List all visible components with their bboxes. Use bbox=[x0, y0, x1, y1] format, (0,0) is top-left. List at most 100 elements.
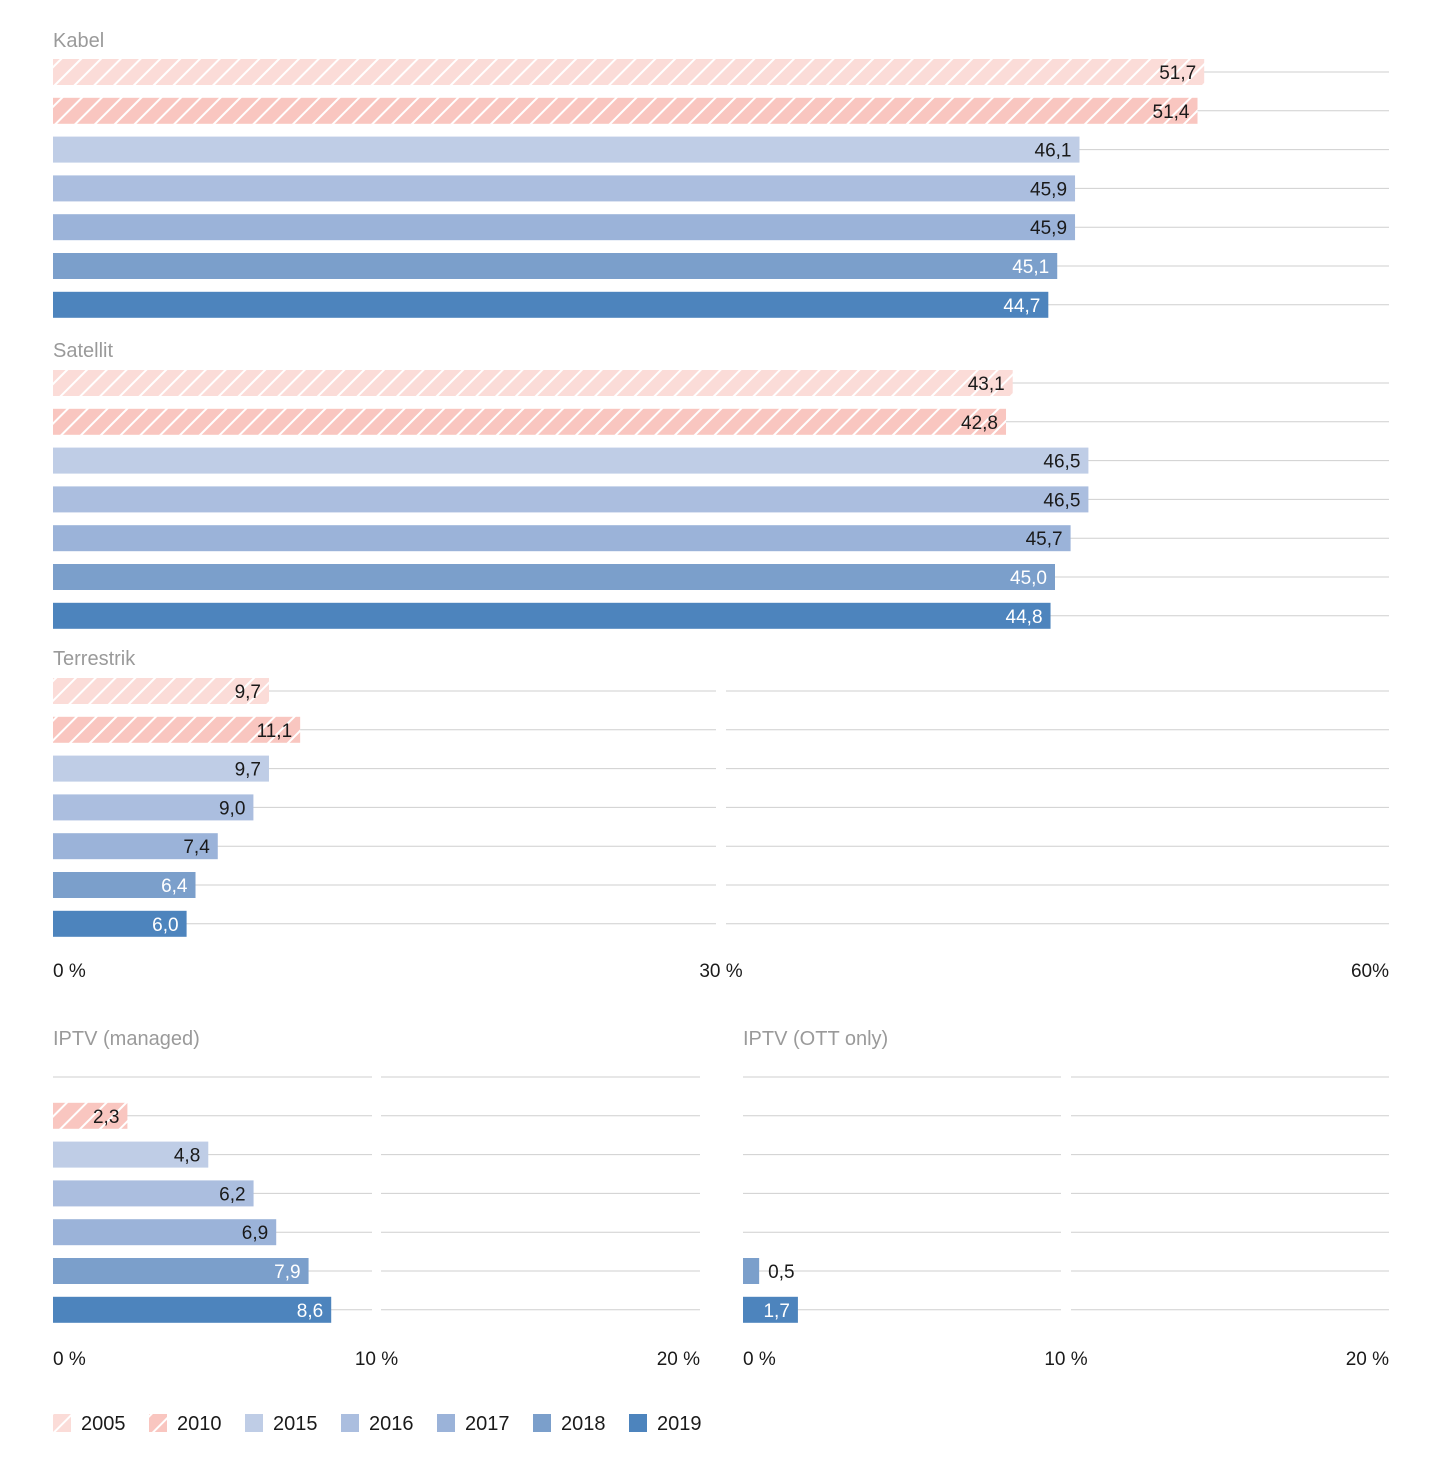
bar-satellit-2016 bbox=[53, 486, 1089, 513]
bar-satellit-2010 bbox=[53, 408, 1007, 435]
value-label-terrestrik-2015: 9,7 bbox=[235, 760, 261, 781]
bar-satellit-2015 bbox=[53, 447, 1089, 474]
bar-iptv-ott-only-2019 bbox=[743, 1296, 798, 1323]
x-axis-bottom-left: 0 % 10 % 20 % bbox=[53, 1349, 700, 1370]
panel-iptv-ott-only: IPTV (OTT only) 0,5 1,7 bbox=[743, 1028, 1389, 1323]
x-axis-top: 0 % 30 % 60% bbox=[53, 961, 1389, 982]
value-label-terrestrik-2010: 11,1 bbox=[257, 721, 293, 742]
bar-kabel-2016 bbox=[53, 175, 1076, 202]
legend-item-2010: 2010 bbox=[149, 1413, 222, 1435]
tick-label: 60% bbox=[1351, 961, 1389, 982]
panel-title-terrestrik: Terrestrik bbox=[53, 648, 136, 670]
bar-kabel-2018 bbox=[53, 253, 1058, 279]
tick-label: 10 % bbox=[355, 1349, 398, 1370]
value-label-kabel-2016: 45,9 bbox=[1030, 179, 1067, 200]
value-label-kabel-2010: 51,4 bbox=[1153, 102, 1190, 123]
bar-terrestrik-2005 bbox=[53, 678, 269, 704]
bar-kabel-2015 bbox=[53, 136, 1080, 163]
legend-swatch-2010 bbox=[149, 1414, 167, 1432]
panel-kabel: Kabel 51,7 51,4 46,1 45,9 45,9 45,1 44,7 bbox=[53, 30, 1389, 318]
legend-item-2015: 2015 bbox=[245, 1413, 318, 1435]
legend-swatch-2018 bbox=[533, 1414, 551, 1432]
bar-kabel-2005 bbox=[53, 59, 1205, 85]
legend-swatch-2019 bbox=[629, 1414, 647, 1432]
legend-label-2005: 2005 bbox=[81, 1413, 126, 1435]
panel-iptv-managed: IPTV (managed) 2,3 4,8 6,2 6,9 7,9 8,6 bbox=[53, 1028, 700, 1323]
bar-terrestrik-2018 bbox=[53, 872, 196, 898]
bar-terrestrik-2016 bbox=[53, 794, 254, 821]
value-label-iptv-managed-2019: 8,6 bbox=[297, 1301, 323, 1322]
tick-label: 30 % bbox=[699, 961, 742, 982]
bar-satellit-2018 bbox=[53, 564, 1055, 590]
legend-label-2017: 2017 bbox=[465, 1413, 510, 1435]
tick-label: 0 % bbox=[53, 961, 86, 982]
x-axis-bottom-right: 0 % 10 % 20 % bbox=[743, 1349, 1389, 1370]
legend-label-2010: 2010 bbox=[177, 1413, 222, 1435]
legend-item-2005: 2005 bbox=[53, 1413, 126, 1435]
legend-label-2016: 2016 bbox=[369, 1413, 414, 1435]
legend-item-2017: 2017 bbox=[437, 1413, 510, 1435]
value-label-iptv-managed-2010: 2,3 bbox=[93, 1107, 119, 1128]
value-label-kabel-2005: 51,7 bbox=[1159, 63, 1196, 84]
bar-satellit-2019 bbox=[53, 602, 1051, 629]
value-label-kabel-2015: 46,1 bbox=[1035, 141, 1072, 162]
bar-kabel-2010 bbox=[53, 97, 1198, 124]
value-label-iptv-managed-2016: 6,2 bbox=[219, 1184, 245, 1205]
value-label-terrestrik-2018: 6,4 bbox=[161, 876, 188, 897]
value-label-iptv-managed-2017: 6,9 bbox=[242, 1223, 268, 1244]
value-label-terrestrik-2017: 7,4 bbox=[183, 837, 210, 858]
bar-iptv-managed-2016 bbox=[53, 1180, 254, 1207]
value-label-terrestrik-2019: 6,0 bbox=[152, 915, 178, 936]
tick-label: 20 % bbox=[657, 1349, 700, 1370]
bar-iptv-managed-2019 bbox=[53, 1296, 332, 1323]
bar-iptv-managed-2018 bbox=[53, 1258, 309, 1284]
bar-kabel-2019 bbox=[53, 291, 1049, 318]
tick-label: 10 % bbox=[1044, 1349, 1087, 1370]
legend-swatch-2017 bbox=[437, 1414, 455, 1432]
legend-label-2018: 2018 bbox=[561, 1413, 606, 1435]
legend-item-2018: 2018 bbox=[533, 1413, 606, 1435]
panel-title-iptv-ott-only: IPTV (OTT only) bbox=[743, 1028, 888, 1050]
bar-satellit-2005 bbox=[53, 370, 1013, 396]
legend: 2005 2010 2015 2016 2017 2018 2019 bbox=[53, 1413, 702, 1435]
bar-terrestrik-2017 bbox=[53, 833, 218, 860]
value-label-satellit-2017: 45,7 bbox=[1026, 529, 1063, 550]
bar-iptv-managed-2015 bbox=[53, 1141, 209, 1168]
legend-swatch-2016 bbox=[341, 1414, 359, 1432]
value-label-satellit-2005: 43,1 bbox=[968, 374, 1005, 395]
legend-label-2019: 2019 bbox=[657, 1413, 702, 1435]
value-label-terrestrik-2016: 9,0 bbox=[219, 798, 245, 819]
value-label-satellit-2015: 46,5 bbox=[1043, 452, 1080, 473]
panel-title-satellit: Satellit bbox=[53, 340, 113, 362]
bar-terrestrik-2010 bbox=[53, 716, 301, 743]
panel-terrestrik: Terrestrik 9,7 11,1 9,7 9,0 7,4 6,4 6,0 bbox=[53, 648, 1389, 937]
value-label-satellit-2016: 46,5 bbox=[1043, 490, 1080, 511]
value-label-satellit-2018: 45,0 bbox=[1010, 568, 1047, 589]
panel-satellit: Satellit 43,1 42,8 46,5 46,5 45,7 45,0 44,8 bbox=[53, 340, 1389, 629]
legend-item-2016: 2016 bbox=[341, 1413, 414, 1435]
value-label-kabel-2018: 45,1 bbox=[1012, 257, 1049, 278]
legend-label-2015: 2015 bbox=[273, 1413, 318, 1435]
value-label-satellit-2010: 42,8 bbox=[961, 413, 998, 434]
value-label-kabel-2017: 45,9 bbox=[1030, 218, 1067, 239]
value-label-iptv-ott-only-2019: 1,7 bbox=[763, 1301, 789, 1322]
bar-iptv-managed-2010 bbox=[53, 1102, 128, 1129]
bar-iptv-managed-2017 bbox=[53, 1219, 277, 1246]
value-label-satellit-2019: 44,8 bbox=[1006, 607, 1043, 628]
bar-satellit-2017 bbox=[53, 525, 1071, 552]
value-label-iptv-ott-only-2018: 0,5 bbox=[768, 1262, 794, 1283]
legend-swatch-2015 bbox=[245, 1414, 263, 1432]
value-label-iptv-managed-2018: 7,9 bbox=[274, 1262, 300, 1283]
value-label-kabel-2019: 44,7 bbox=[1003, 296, 1040, 317]
bar-iptv-ott-only-2018 bbox=[743, 1258, 760, 1284]
bar-kabel-2017 bbox=[53, 214, 1076, 241]
panel-title-iptv-managed: IPTV (managed) bbox=[53, 1028, 200, 1050]
bar-terrestrik-2015 bbox=[53, 755, 269, 782]
tick-label: 0 % bbox=[53, 1349, 86, 1370]
legend-swatch-2005 bbox=[53, 1414, 71, 1432]
value-label-terrestrik-2005: 9,7 bbox=[235, 682, 261, 703]
bar-terrestrik-2019 bbox=[53, 910, 187, 937]
panel-title-kabel: Kabel bbox=[53, 30, 104, 52]
tick-label: 20 % bbox=[1346, 1349, 1389, 1370]
